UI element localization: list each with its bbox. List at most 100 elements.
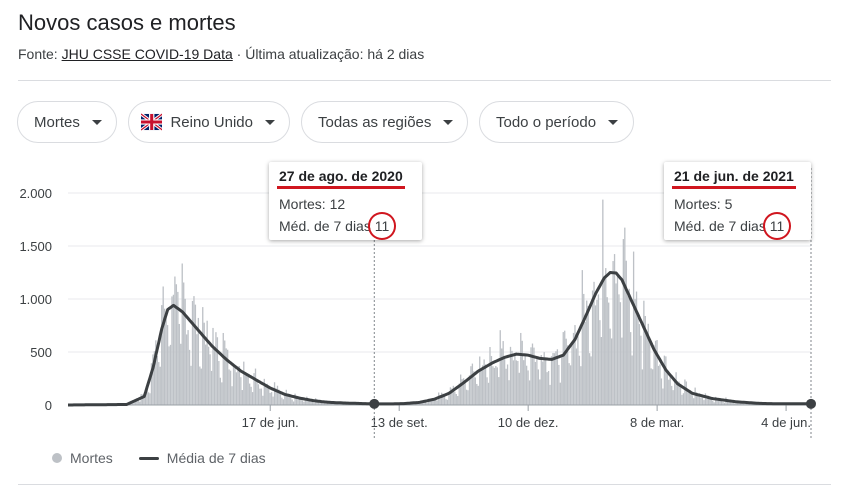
daily-deaths-bar xyxy=(726,400,729,405)
daily-deaths-bar xyxy=(457,395,459,405)
daily-deaths-bar xyxy=(736,402,739,405)
daily-deaths-bar xyxy=(210,370,213,405)
daily-deaths-bar xyxy=(701,397,704,405)
daily-deaths-bar xyxy=(632,251,635,405)
tooltip-right: 21 de jun. de 2021 Mortes: 5 Méd. de 7 d… xyxy=(664,162,811,240)
daily-deaths-bar xyxy=(654,340,657,405)
daily-deaths-bar xyxy=(606,297,608,405)
daily-deaths-bar xyxy=(650,368,652,405)
daily-deaths-bar xyxy=(531,343,534,405)
daily-deaths-bar xyxy=(232,363,235,405)
daily-deaths-bar xyxy=(194,304,197,405)
daily-deaths-bar xyxy=(552,352,554,405)
daily-deaths-bar xyxy=(545,357,547,405)
daily-deaths-bar xyxy=(588,353,591,405)
daily-deaths-bar xyxy=(628,288,630,405)
daily-deaths-bar xyxy=(227,349,229,405)
daily-deaths-bar xyxy=(332,403,334,405)
daily-deaths-bar xyxy=(259,388,261,405)
daily-deaths-bar xyxy=(610,338,613,405)
daily-deaths-bar xyxy=(155,340,157,405)
metric-dropdown[interactable]: Mortes xyxy=(17,101,117,143)
daily-deaths-bar xyxy=(495,365,497,405)
x-tick-label: 17 de jun. xyxy=(242,415,299,430)
daily-deaths-bar xyxy=(152,354,154,405)
daily-deaths-bar xyxy=(188,349,191,405)
daily-deaths-bar xyxy=(581,270,583,405)
chevron-down-icon xyxy=(443,119,454,125)
daily-deaths-bar xyxy=(596,299,598,405)
daily-deaths-bar xyxy=(184,298,186,405)
daily-deaths-bar xyxy=(659,364,661,405)
daily-deaths-bar xyxy=(452,385,455,405)
daily-deaths-bar xyxy=(590,356,592,405)
daily-deaths-bar xyxy=(715,396,717,405)
daily-deaths-bar xyxy=(185,334,188,405)
daily-deaths-bar xyxy=(511,350,513,405)
daily-deaths-bar xyxy=(577,332,579,405)
daily-deaths-bar xyxy=(279,392,282,405)
daily-deaths-bar xyxy=(660,378,663,405)
daily-deaths-bar xyxy=(679,384,682,405)
daily-deaths-bar xyxy=(716,398,718,405)
daily-deaths-bar xyxy=(281,397,283,405)
period-dropdown[interactable]: Todo o período xyxy=(479,101,634,143)
daily-deaths-bar xyxy=(440,392,443,405)
tooltip-deaths: Mortes: 12 xyxy=(279,196,346,212)
daily-deaths-bar xyxy=(641,369,644,405)
daily-deaths-bar xyxy=(542,361,544,405)
daily-deaths-bar xyxy=(706,395,708,405)
daily-deaths-bar xyxy=(276,385,279,405)
tooltip-average: Méd. de 7 dias 11 xyxy=(279,212,412,240)
daily-deaths-bar xyxy=(216,337,219,405)
daily-deaths-bar xyxy=(285,389,287,405)
daily-deaths-bar xyxy=(731,401,733,405)
region-dropdown[interactable]: Todas as regiões xyxy=(301,101,468,143)
daily-deaths-bar xyxy=(225,348,227,405)
tooltip-average-label: Méd. de 7 dias xyxy=(279,218,371,234)
daily-deaths-bar xyxy=(162,286,164,405)
daily-deaths-bar xyxy=(690,393,692,405)
daily-deaths-bar xyxy=(712,400,714,405)
daily-deaths-bar xyxy=(414,403,416,405)
daily-deaths-bar xyxy=(165,312,167,405)
daily-deaths-bar xyxy=(487,382,490,405)
daily-deaths-bar xyxy=(228,369,230,405)
tooltip-average-value: 11 xyxy=(762,212,791,240)
tooltip-deaths: Mortes: 5 xyxy=(674,196,733,212)
daily-deaths-bar xyxy=(168,346,170,405)
daily-deaths-bar xyxy=(556,349,559,405)
y-tick-label: 0 xyxy=(45,398,52,413)
daily-deaths-bar xyxy=(153,351,156,405)
daily-deaths-bar xyxy=(309,399,311,405)
daily-deaths-bar xyxy=(580,366,582,405)
daily-deaths-bar xyxy=(288,397,290,405)
daily-deaths-bar xyxy=(256,381,258,405)
daily-deaths-bar xyxy=(710,398,712,405)
daily-deaths-bar xyxy=(669,376,671,405)
daily-deaths-bar xyxy=(649,337,651,405)
country-dropdown[interactable]: Reino Unido xyxy=(128,101,290,143)
chevron-down-icon xyxy=(91,119,102,125)
daily-deaths-bar xyxy=(514,355,516,405)
chevron-down-icon xyxy=(608,119,619,125)
daily-deaths-bar xyxy=(506,364,509,405)
daily-deaths-bar xyxy=(282,399,285,405)
daily-deaths-bar xyxy=(638,324,641,405)
daily-deaths-bar xyxy=(534,361,537,405)
daily-deaths-bar xyxy=(561,354,563,405)
daily-deaths-bar xyxy=(464,380,466,405)
daily-deaths-bar xyxy=(562,332,564,405)
daily-deaths-bar xyxy=(695,392,698,405)
daily-deaths-bar xyxy=(558,364,560,405)
daily-deaths-bar xyxy=(322,402,324,405)
daily-deaths-bar xyxy=(212,327,214,405)
daily-deaths-bar xyxy=(742,403,745,405)
daily-deaths-bar xyxy=(489,347,491,405)
footer-divider xyxy=(18,484,831,485)
source-link[interactable]: JHU CSSE COVID-19 Data xyxy=(61,46,233,62)
daily-deaths-bar xyxy=(627,295,629,405)
daily-deaths-bar xyxy=(566,345,569,405)
daily-deaths-bar xyxy=(235,372,238,405)
daily-deaths-bar xyxy=(593,281,595,405)
